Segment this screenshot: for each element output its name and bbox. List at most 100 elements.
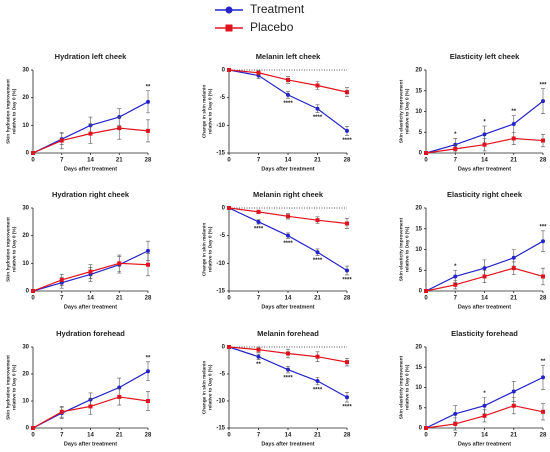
y-axis-label: Change in skin melanin xyxy=(201,223,207,277)
x-axis-label: Days after treatment xyxy=(64,166,117,172)
y-tick-label: -5 xyxy=(220,95,226,101)
y-axis-label: Skin hydration improvement xyxy=(5,79,11,144)
y-tick-label: 0 xyxy=(26,426,30,432)
y-tick-label: 20 xyxy=(415,68,422,74)
legend-label: Treatment xyxy=(250,2,305,16)
marker xyxy=(31,289,35,293)
marker xyxy=(256,219,261,224)
significance-label: * xyxy=(454,132,457,138)
x-tick-label: 0 xyxy=(227,433,231,439)
x-tick-label: 14 xyxy=(285,433,292,439)
x-tick-label: 28 xyxy=(540,158,547,164)
marker xyxy=(511,121,516,126)
marker xyxy=(315,218,320,223)
marker xyxy=(345,90,349,95)
x-tick-label: 28 xyxy=(145,296,152,302)
marker xyxy=(541,409,545,414)
y-axis-label: relative to Day 0 (%) xyxy=(11,364,17,410)
y-axis-label: Skin elasticity improvement xyxy=(398,217,404,281)
marker xyxy=(424,289,428,293)
marker xyxy=(286,92,290,97)
x-tick-label: 21 xyxy=(116,433,123,439)
marker xyxy=(315,354,320,359)
y-axis-label: Skin elasticity improvement xyxy=(398,79,404,143)
y-tick-label: 0 xyxy=(222,68,226,74)
marker xyxy=(424,426,428,430)
x-tick-label: 0 xyxy=(31,296,35,302)
y-axis-label: Skin hydration improvement xyxy=(5,217,11,282)
chart-title: Melanin right cheek xyxy=(253,190,324,199)
x-tick-label: 14 xyxy=(87,433,94,439)
marker xyxy=(146,99,150,104)
significance-label: **** xyxy=(313,387,323,393)
x-tick-label: 21 xyxy=(116,158,123,164)
chart-title: Hydration right cheek xyxy=(52,190,130,199)
marker xyxy=(59,277,64,282)
y-tick-label: 5 xyxy=(419,405,423,411)
marker xyxy=(453,146,458,151)
significance-label: **** xyxy=(254,227,264,233)
y-axis-label: relative to Day 0 (%) xyxy=(404,364,410,410)
x-tick-label: 28 xyxy=(344,158,351,164)
chart-title: Elasticity forehead xyxy=(451,329,518,338)
marker xyxy=(225,6,233,14)
marker xyxy=(511,389,516,394)
chart-title: Hydration forehead xyxy=(56,329,125,338)
significance-label: * xyxy=(454,264,457,270)
marker xyxy=(146,369,150,374)
x-tick-label: 7 xyxy=(454,296,458,302)
x-tick-label: 21 xyxy=(116,296,123,302)
y-tick-label: 10 xyxy=(415,109,422,115)
marker xyxy=(482,142,487,147)
marker xyxy=(345,395,349,400)
x-tick-label: 28 xyxy=(540,296,547,302)
x-tick-label: 28 xyxy=(145,158,152,164)
marker xyxy=(345,268,349,273)
y-axis-label: relative to Day 0 (%) xyxy=(404,88,410,134)
y-axis-label: Change in skin melanin xyxy=(201,361,207,415)
significance-label: **** xyxy=(283,241,293,247)
x-tick-label: 7 xyxy=(454,433,458,439)
marker xyxy=(88,404,93,409)
y-tick-label: -5 xyxy=(220,233,226,239)
y-tick-label: 20 xyxy=(415,206,422,212)
marker xyxy=(256,347,261,352)
y-tick-label: -15 xyxy=(216,151,225,157)
y-tick-label: 0 xyxy=(26,151,30,157)
legend-label: Placebo xyxy=(250,20,294,34)
marker xyxy=(511,255,516,260)
marker xyxy=(117,385,122,390)
x-tick-label: 7 xyxy=(454,158,458,164)
x-tick-label: 21 xyxy=(510,433,517,439)
y-axis-label: Skin elasticity improvement xyxy=(398,355,404,419)
x-tick-label: 0 xyxy=(424,158,428,164)
marker xyxy=(482,266,487,271)
x-tick-label: 0 xyxy=(31,433,35,439)
chart-title: Elasticity right cheek xyxy=(447,190,523,199)
marker xyxy=(286,214,290,219)
x-tick-label: 7 xyxy=(257,158,261,164)
x-tick-label: 14 xyxy=(87,158,94,164)
x-tick-label: 28 xyxy=(344,296,351,302)
y-tick-label: 0 xyxy=(222,345,226,351)
y-tick-label: 30 xyxy=(22,206,29,212)
marker xyxy=(146,128,150,133)
marker xyxy=(315,83,320,88)
x-tick-label: 14 xyxy=(481,296,488,302)
significance-label: **** xyxy=(342,405,352,411)
y-tick-label: 20 xyxy=(22,233,29,239)
marker xyxy=(31,151,35,155)
x-tick-label: 14 xyxy=(285,158,292,164)
marker xyxy=(59,138,64,143)
x-tick-label: 14 xyxy=(285,296,292,302)
significance-label: **** xyxy=(313,115,323,121)
x-axis-label: Days after treatment xyxy=(261,166,314,172)
marker xyxy=(541,99,545,104)
x-tick-label: 7 xyxy=(257,296,261,302)
marker xyxy=(345,221,349,226)
marker xyxy=(541,239,545,244)
marker xyxy=(225,24,233,32)
marker xyxy=(286,233,290,238)
marker xyxy=(59,409,64,414)
x-tick-label: 0 xyxy=(424,433,428,439)
